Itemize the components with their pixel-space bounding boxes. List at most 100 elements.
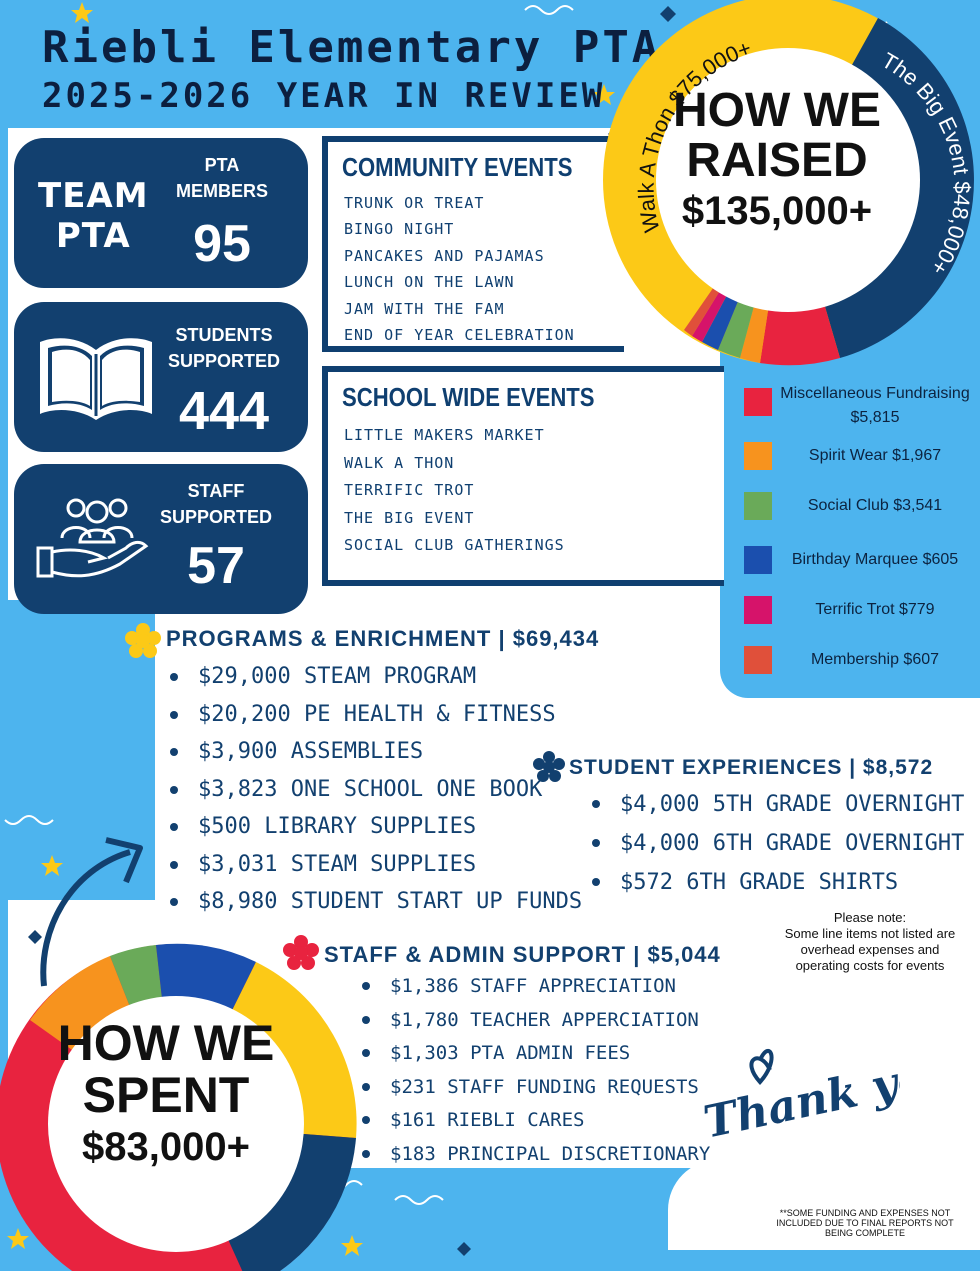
staff-admin-item: $183 PRINCIPAL DISCRETIONARY <box>360 1138 710 1172</box>
raised-donut-chart: Walk A Thon $75,000+ The Big Event $48,0… <box>603 0 975 366</box>
spent-line-1: HOW WE <box>57 1015 275 1071</box>
school-events-heading: SCHOOL WIDE EVENTS <box>342 382 595 412</box>
school-events-item: THE BIG EVENT <box>344 508 475 527</box>
donut-hole <box>656 48 920 312</box>
legend-item: Birthday Marquee $605 <box>744 540 974 580</box>
legend-swatch <box>744 646 772 674</box>
legend-swatch <box>744 492 772 520</box>
members-value: 95 <box>193 215 251 273</box>
flower-icon <box>125 623 161 658</box>
footnote: **SOME FUNDING AND EXPENSES NOT INCLUDED… <box>776 1208 954 1238</box>
legend-swatch <box>744 388 772 416</box>
school-events-item: TERRIFIC TROT <box>344 481 475 500</box>
thank-you-script: Thank you <box>700 1045 900 1149</box>
legend-item: Terrific Trot $779 <box>744 590 974 630</box>
staff-admin-item: $231 STAFF FUNDING REQUESTS <box>360 1071 710 1105</box>
legend-label: Miscellaneous Fundraising $5,815 <box>780 385 970 426</box>
student-exp-item: $572 6TH GRADE SHIRTS <box>590 863 964 902</box>
note-title: Please note: <box>833 910 907 925</box>
thank-you-text: Thank you <box>700 1045 900 1149</box>
staff-label-line-1: STAFF <box>187 481 245 501</box>
staff-admin-item: $1,303 PTA ADMIN FEES <box>360 1037 710 1071</box>
programs-item: $500 LIBRARY SUPPLIES <box>168 808 582 846</box>
school-events-list: LITTLE MAKERS MARKET WALK A THON TERRIFIC … <box>344 422 565 560</box>
staff-value: 57 <box>187 537 245 595</box>
page-subtitle: 2025-2026 YEAR IN REVIEW <box>42 76 606 116</box>
members-label-line-2: MEMBERS <box>175 181 268 201</box>
community-events-item: LUNCH ON THE LAWN <box>344 273 515 292</box>
programs-item: $3,900 ASSEMBLIES <box>168 733 582 771</box>
community-events-item: JAM WITH THE FAM <box>344 299 505 318</box>
legend-item: Membership $607 <box>744 640 974 680</box>
people-hand-icon <box>36 498 149 578</box>
members-card: TEAM PTA PTA MEMBERS 95 <box>14 138 308 288</box>
legend-label: Social Club $3,541 <box>807 497 943 514</box>
students-label: STUDENTS SUPPORTED <box>154 322 294 374</box>
programs-item: $20,200 PE HEALTH & FITNESS <box>168 696 582 734</box>
community-events-heading: COMMUNITY EVENTS <box>342 152 573 182</box>
spent-amount: $83,000+ <box>82 1125 250 1169</box>
students-label-line-2: SUPPORTED <box>167 351 281 371</box>
heart-icon <box>749 1049 774 1085</box>
programs-item: $29,000 STEAM PROGRAM <box>168 658 582 696</box>
flower-icon <box>533 751 565 782</box>
student-exp-item: $4,000 6TH GRADE OVERNIGHT <box>590 824 964 863</box>
note-text: Some line items not listed are overhead … <box>784 926 956 973</box>
legend-label: Spirit Wear $1,967 <box>808 447 942 464</box>
staff-admin-item: $161 RIEBLI CARES <box>360 1104 710 1138</box>
programs-list: $29,000 STEAM PROGRAM $20,200 PE HEALTH &… <box>168 658 582 921</box>
staff-admin-list: $1,386 STAFF APPRECIATION $1,780 TEACHER … <box>360 970 710 1172</box>
team-pta-label: TEAM PTA <box>38 176 149 256</box>
community-events-item: BINGO NIGHT <box>344 220 455 239</box>
programs-item: $3,031 STEAM SUPPLIES <box>168 846 582 884</box>
students-label-line-1: STUDENTS <box>175 325 273 345</box>
raised-amount: $135,000+ <box>681 189 873 233</box>
raised-line-1: HOW WE <box>673 84 881 137</box>
programs-item: $8,980 STUDENT START UP FUNDS <box>168 883 582 921</box>
community-events-item: TRUNK OR TREAT <box>344 194 485 212</box>
students-value: 444 <box>178 381 270 441</box>
staff-admin-item: $1,386 STAFF APPRECIATION <box>360 970 710 1004</box>
programs-item: $3,823 ONE SCHOOL ONE BOOK <box>168 771 582 809</box>
staff-admin-item: $1,780 TEACHER APPERCIATION <box>360 1004 710 1038</box>
school-events-item: SOCIAL CLUB GATHERINGS <box>344 536 565 555</box>
footnote-panel <box>668 1160 980 1250</box>
team-line-1: TEAM <box>38 176 149 216</box>
legend-label: Membership $607 <box>810 651 940 668</box>
staff-card: STAFF SUPPORTED 57 <box>14 464 308 614</box>
team-line-2: PTA <box>55 216 131 256</box>
legend-item: Social Club $3,541 <box>744 486 974 526</box>
student-exp-list: $4,000 5TH GRADE OVERNIGHT $4,000 6TH GRA… <box>590 785 964 902</box>
students-card: STUDENTS SUPPORTED 444 <box>14 302 308 452</box>
legend-label: Terrific Trot $779 <box>815 601 935 618</box>
legend-label: Birthday Marquee $605 <box>791 551 959 568</box>
community-events-item: PANCAKES AND PAJAMAS <box>344 246 545 265</box>
community-events-item: END OF YEAR CELEBRATION <box>344 326 575 345</box>
members-label: PTA MEMBERS <box>162 152 282 204</box>
staff-label: STAFF SUPPORTED <box>146 478 286 530</box>
community-events-box: COMMUNITY EVENTS TRUNK OR TREAT BINGO NIG… <box>322 136 624 352</box>
legend-swatch <box>744 546 772 574</box>
open-book-icon <box>40 338 152 420</box>
legend-swatch <box>744 442 772 470</box>
legend-swatch <box>744 596 772 624</box>
school-events-item: LITTLE MAKERS MARKET <box>344 426 545 444</box>
school-events-box: SCHOOL WIDE EVENTS LITTLE MAKERS MARKET W… <box>322 366 724 586</box>
please-note: Please note: Some line items not listed … <box>780 910 960 974</box>
page-title: Riebli Elementary PTA <box>42 22 662 73</box>
legend-item: Miscellaneous Fundraising $5,815 <box>744 382 974 426</box>
members-label-line-1: PTA <box>204 155 240 175</box>
programs-heading: PROGRAMS & ENRICHMENT | $69,434 <box>166 626 600 651</box>
legend-item: Spirit Wear $1,967 <box>744 436 974 476</box>
arrow-icon <box>40 837 143 987</box>
community-events-list: TRUNK OR TREAT BINGO NIGHT PANCAKES AND PA… <box>344 190 575 348</box>
staff-label-line-2: SUPPORTED <box>159 507 273 527</box>
raised-total: HOW WE RAISED $135,000+ <box>668 86 886 236</box>
school-events-item: WALK A THON <box>344 453 455 472</box>
spent-donut-chart <box>0 943 357 1271</box>
raised-line-2: RAISED <box>686 134 868 187</box>
staff-admin-heading: STAFF & ADMIN SUPPORT | $5,044 <box>324 942 721 967</box>
student-exp-item: $4,000 5TH GRADE OVERNIGHT <box>590 785 964 824</box>
flower-icon <box>283 935 319 970</box>
